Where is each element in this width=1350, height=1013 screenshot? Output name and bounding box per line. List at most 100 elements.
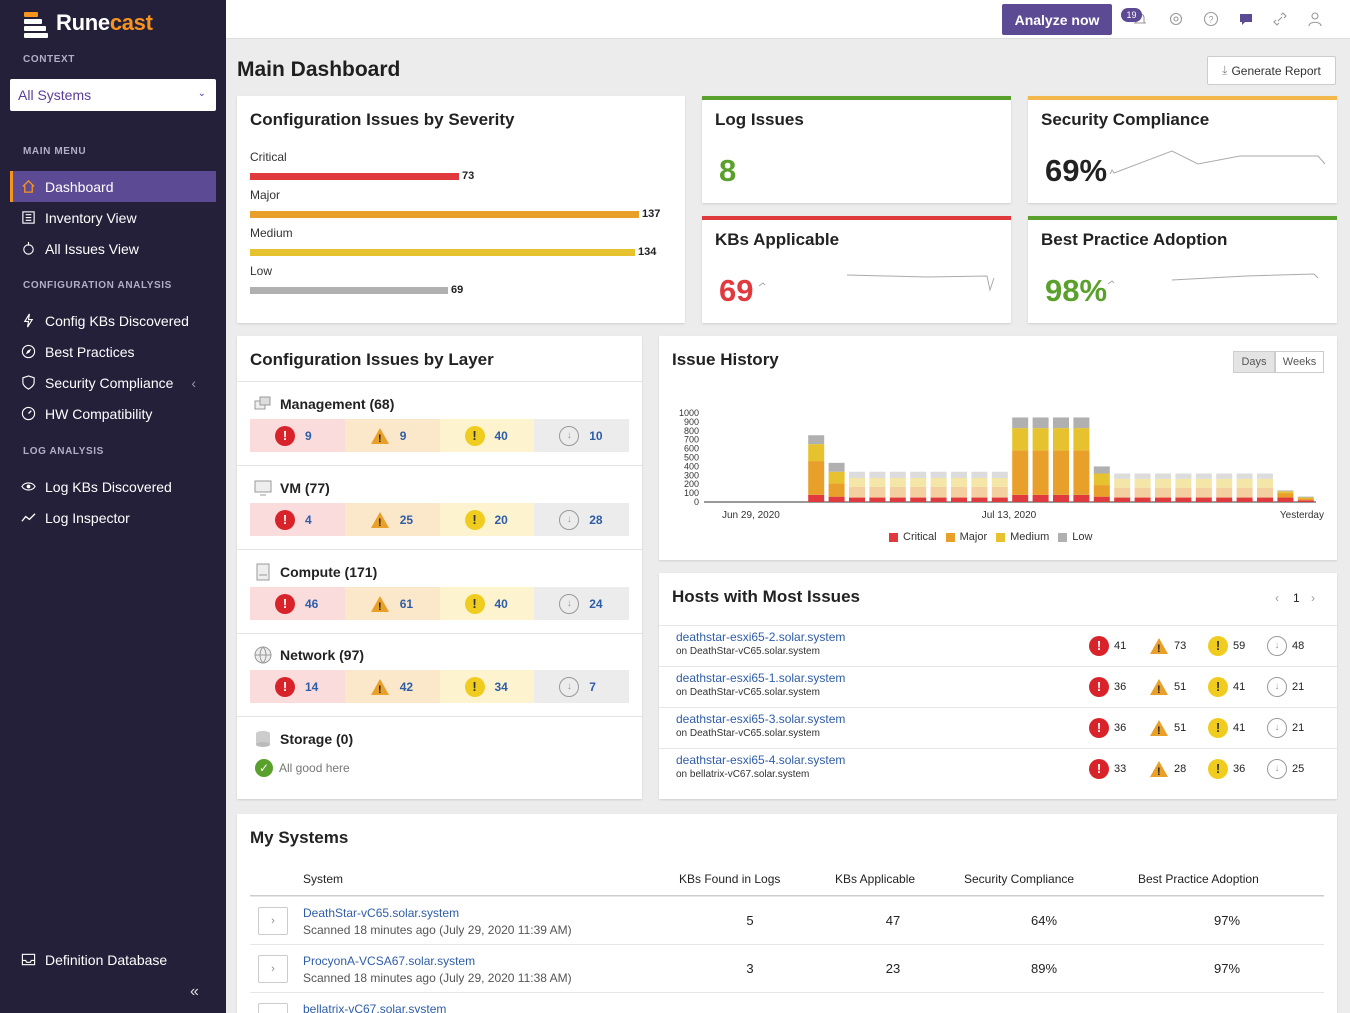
bar-segment-low[interactable] (1297, 496, 1314, 498)
context-select[interactable]: All Systems ⌄ (10, 79, 216, 111)
bar-segment-maj[interactable] (1053, 450, 1069, 495)
host-row[interactable]: deathstar-esxi65-4.solar.system on bellat… (659, 748, 1337, 789)
host-row[interactable]: deathstar-esxi65-3.solar.system on DeathS… (659, 707, 1337, 748)
bar-segment-maj[interactable] (849, 486, 865, 498)
layer-low-cell[interactable]: ↓ 10 (534, 419, 629, 452)
bar-segment-med[interactable] (1134, 478, 1151, 488)
bar-segment-low[interactable] (1277, 490, 1294, 492)
col-best-practice[interactable]: Best Practice Adoption (1138, 872, 1259, 886)
bar-segment-med[interactable] (1175, 478, 1192, 488)
host-stat[interactable]: ! 41 (1208, 677, 1245, 697)
host-row[interactable]: deathstar-esxi65-2.solar.system on DeathS… (659, 625, 1337, 666)
bar-segment-maj[interactable] (869, 486, 886, 498)
system-name-link[interactable]: bellatrix-vC67.solar.system (303, 1002, 447, 1013)
host-stat[interactable]: ↓ 48 (1267, 636, 1304, 656)
host-row[interactable]: deathstar-esxi65-1.solar.system on DeathS… (659, 666, 1337, 707)
bar-segment-med[interactable] (951, 477, 967, 487)
bar-segment-maj[interactable] (910, 486, 927, 498)
bar-segment-low[interactable] (1155, 473, 1171, 479)
bar-segment-crit[interactable] (1195, 497, 1212, 502)
bar-segment-low[interactable] (1032, 417, 1049, 429)
expand-row-button[interactable]: › (258, 955, 288, 983)
bar-segment-low[interactable] (828, 462, 845, 472)
layer-medium-cell[interactable]: ! 40 (439, 419, 535, 452)
user-icon[interactable] (1306, 10, 1324, 28)
bar-segment-crit[interactable] (1236, 497, 1253, 502)
bar-segment-maj[interactable] (1216, 487, 1233, 498)
next-page-icon[interactable]: › (1311, 591, 1315, 605)
bar-segment-low[interactable] (1257, 473, 1273, 479)
bar-segment-med[interactable] (1257, 478, 1273, 488)
layer-low-cell[interactable]: ↓ 7 (534, 670, 629, 703)
sidebar-item-dashboard[interactable]: Dashboard (10, 171, 216, 202)
bar-segment-low[interactable] (971, 471, 988, 478)
bar-segment-low[interactable] (910, 471, 927, 478)
layer-medium-cell[interactable]: ! 20 (439, 503, 535, 536)
bar-segment-med[interactable] (849, 477, 865, 487)
bar-segment-low[interactable] (1012, 417, 1029, 429)
bar-segment-med[interactable] (1053, 428, 1069, 451)
bar-segment-crit[interactable] (808, 494, 825, 502)
bar-segment-low[interactable] (1093, 466, 1110, 474)
sidebar-item-log-inspector[interactable]: Log Inspector (10, 502, 216, 533)
host-stat[interactable]: ! 51 (1149, 718, 1186, 738)
bar-segment-low[interactable] (1134, 473, 1151, 479)
bar-segment-low[interactable] (889, 471, 906, 478)
bar-segment-maj[interactable] (1257, 487, 1273, 498)
generate-report-button[interactable]: ⤓ Generate Report (1207, 56, 1336, 85)
bar-segment-maj[interactable] (1032, 450, 1049, 495)
link-icon[interactable] (1271, 10, 1289, 28)
bar-segment-low[interactable] (1175, 473, 1192, 479)
bar-segment-crit[interactable] (1053, 494, 1069, 502)
bar-segment-low[interactable] (930, 471, 947, 478)
col-kbs-logs[interactable]: KBs Found in Logs (679, 872, 781, 886)
bar-segment-low[interactable] (1236, 473, 1253, 479)
bar-segment-low[interactable] (991, 471, 1008, 478)
bar-segment-crit[interactable] (991, 497, 1008, 502)
bar-segment-maj[interactable] (1093, 485, 1110, 497)
expand-row-button[interactable]: › (258, 1003, 288, 1013)
bar-segment-crit[interactable] (1073, 494, 1090, 502)
bar-segment-low[interactable] (869, 471, 886, 478)
bar-segment-crit[interactable] (1297, 500, 1314, 502)
layer-medium-cell[interactable]: ! 34 (439, 670, 535, 703)
bar-segment-maj[interactable] (1175, 487, 1192, 498)
host-stat[interactable]: ! 28 (1149, 759, 1186, 779)
bar-segment-crit[interactable] (1155, 497, 1171, 502)
sidebar-item-hw-compat[interactable]: HW Compatibility (10, 398, 216, 429)
sidebar-item-config-kbs[interactable]: Config KBs Discovered (10, 305, 216, 336)
collapse-sidebar-button[interactable]: « (190, 983, 199, 1000)
bar-segment-med[interactable] (1236, 478, 1253, 488)
system-name-link[interactable]: DeathStar-vC65.solar.system (303, 906, 460, 920)
host-stat[interactable]: ! 51 (1149, 677, 1186, 697)
bar-segment-maj[interactable] (1297, 498, 1314, 501)
bar-segment-maj[interactable] (1195, 487, 1212, 498)
bar-segment-med[interactable] (869, 477, 886, 487)
table-row[interactable]: › DeathStar-vC65.solar.system Scanned 18… (250, 896, 1324, 944)
bar-segment-low[interactable] (808, 435, 825, 445)
host-name-link[interactable]: deathstar-esxi65-4.solar.system (676, 753, 846, 767)
host-name-link[interactable]: deathstar-esxi65-3.solar.system (676, 712, 846, 726)
bar-segment-med[interactable] (1155, 478, 1171, 488)
kbs-applicable-card[interactable]: KBs Applicable 69 (702, 216, 1011, 323)
bar-segment-low[interactable] (1073, 417, 1090, 429)
bar-segment-crit[interactable] (1114, 497, 1131, 502)
bar-segment-med[interactable] (1195, 478, 1212, 488)
bar-segment-crit[interactable] (1257, 497, 1273, 502)
bar-segment-crit[interactable] (971, 497, 988, 502)
gear-icon[interactable] (1167, 10, 1185, 28)
host-stat[interactable]: ! 59 (1208, 636, 1245, 656)
bar-segment-med[interactable] (1073, 428, 1090, 451)
bar-segment-med[interactable] (1277, 491, 1294, 494)
bar-segment-med[interactable] (808, 444, 825, 462)
bar-segment-maj[interactable] (1073, 450, 1090, 495)
bar-segment-med[interactable] (1297, 497, 1314, 499)
layer-low-cell[interactable]: ↓ 24 (534, 587, 629, 620)
bar-segment-maj[interactable] (1012, 450, 1029, 495)
bar-segment-crit[interactable] (1134, 497, 1151, 502)
layer-critical-cell[interactable]: ! 4 (250, 503, 345, 536)
bar-segment-crit[interactable] (1216, 497, 1233, 502)
layer-major-cell[interactable]: ! 42 (344, 670, 440, 703)
bar-segment-crit[interactable] (1093, 496, 1110, 502)
bar-segment-crit[interactable] (889, 497, 906, 502)
